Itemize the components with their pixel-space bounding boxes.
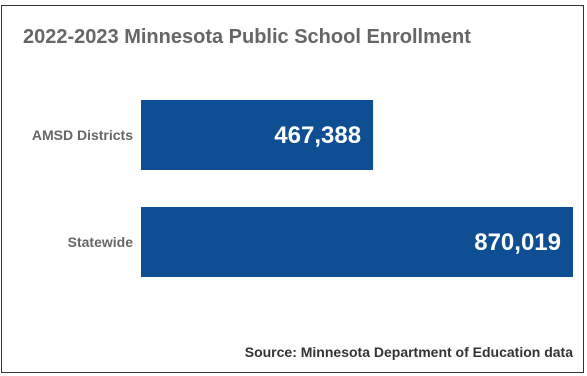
bar-0 — [141, 100, 374, 170]
category-label-1: Statewide — [68, 234, 134, 250]
chart-frame — [1, 5, 584, 373]
category-label-0: AMSD Districts — [32, 127, 133, 143]
value-label-1: 870,019 — [474, 229, 561, 256]
bar-1 — [141, 207, 573, 277]
chart-title: 2022-2023 Minnesota Public School Enroll… — [23, 26, 471, 48]
value-label-0: 467,388 — [274, 122, 361, 149]
source-note: Source: Minnesota Department of Educatio… — [244, 344, 573, 360]
